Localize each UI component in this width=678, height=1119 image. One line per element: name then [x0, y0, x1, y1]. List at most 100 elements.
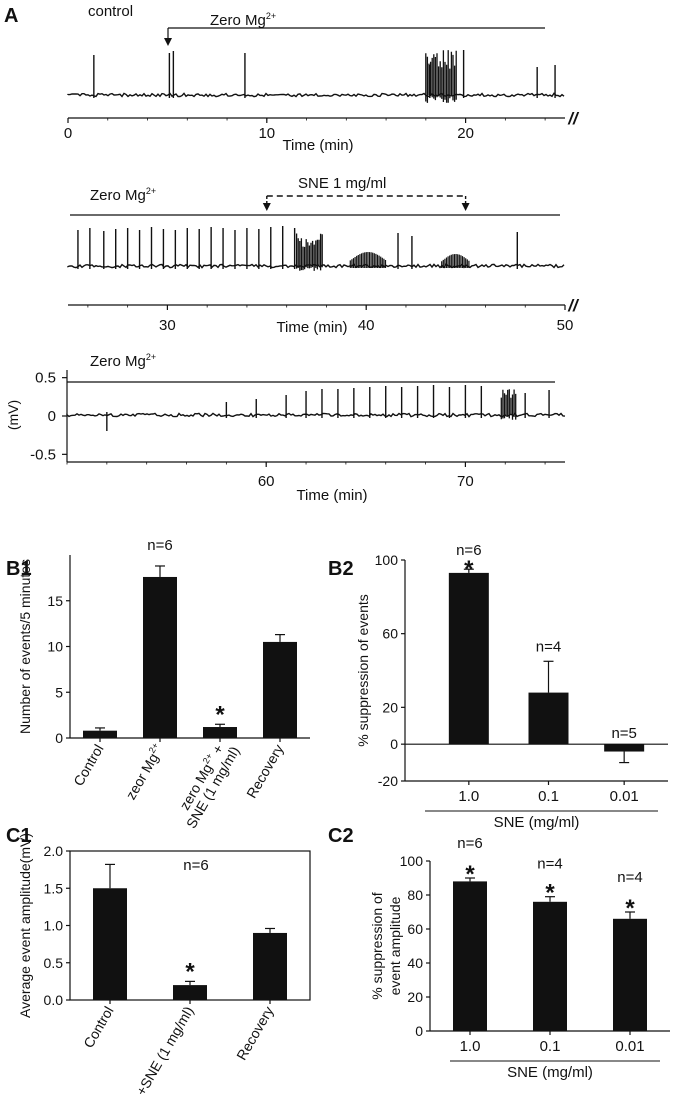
c2-significance-star: * [465, 861, 475, 888]
b1-bar [203, 727, 237, 738]
panel-label-b2: B2 [328, 558, 354, 580]
c1-y-tick-label: 0.5 [44, 955, 64, 971]
trace-2: Zero Mg2+ SNE 1 mg/ml 30 40 50 Time (min) // [67, 175, 580, 336]
b1-y-axis-label: Number of events/5 minutes [17, 559, 33, 734]
trace-3-y-tick-label: 0.5 [35, 370, 56, 387]
b1-y-tick-label: 15 [47, 593, 63, 609]
trace-1-time-axis: 0 10 20 Time (min) // [64, 109, 580, 154]
b2-y-tick-label: 60 [382, 626, 398, 642]
c2-y-tick-label: 100 [400, 853, 424, 869]
b2-category-label: 0.01 [610, 788, 639, 805]
b2-category-label: 1.0 [458, 788, 479, 805]
c2-n-label: n=4 [617, 869, 642, 886]
b1-y-tick-label: 5 [55, 684, 63, 700]
c1-y-tick-label: 2.0 [44, 843, 64, 859]
b2-bar [448, 572, 489, 745]
b1-y-tick-label: 10 [47, 639, 63, 655]
trace-3-time-axis: 60 70 Time (min) [66, 461, 565, 504]
b2-bar [604, 744, 645, 752]
trace-2-baseline [67, 263, 565, 269]
trace-1-x-tick-label: 10 [258, 125, 275, 142]
c2-y-tick-label: 40 [407, 955, 423, 971]
c2-y-axis-label: % suppression of [369, 892, 385, 1000]
trace-3-baseline [66, 412, 566, 418]
trace-2-axis-break: // [567, 296, 580, 315]
b1-category-label: zeor Mg2+ [121, 741, 166, 802]
trace-3-burst [500, 389, 517, 420]
b1-n-label: n=6 [147, 537, 172, 554]
c2-x-axis-label: SNE (mg/ml) [507, 1064, 593, 1081]
trace-3: Zero Mg2+ (mV) 0.5 0 -0.5 60 70 Time (min) [5, 352, 566, 504]
b1-significance-star: * [215, 701, 225, 728]
b1-category-label-part: 2+ [201, 751, 215, 765]
panel-label-a: A [4, 5, 18, 27]
trace-1-axis-break: // [567, 109, 580, 128]
b1-y-tick-label: 0 [55, 730, 63, 746]
drug-window-arrow-head [262, 203, 271, 211]
c2-category-label: 0.01 [615, 1038, 644, 1055]
c1-category-label: Control [80, 1004, 116, 1051]
panel-c1: C1 0.0 0.5 1.0 1.5 2.0 Average event amplitud… [6, 825, 311, 1099]
trace-3-signal [66, 385, 566, 431]
c2-category-label: 0.1 [540, 1038, 561, 1055]
trace-3-y-tick-label: -0.5 [30, 446, 56, 463]
trace-1-treatment-arrow-head [164, 38, 172, 46]
c2-bar [533, 901, 567, 1031]
panel-b2: B2 -20 0 20 60 100 % suppression of events 1.0… [328, 542, 668, 831]
c2-bar [453, 881, 487, 1031]
b2-x-axis-label: SNE (mg/ml) [494, 814, 580, 831]
c1-category-label: +SNE (1 mg/ml) [133, 1004, 197, 1099]
c1-y-axis-label: Average event amplitude(mV) [17, 833, 33, 1018]
panel-b1: B1 0 5 10 15 Number of events/5 minutes Contr… [6, 537, 310, 831]
b2-significance-star: * [464, 556, 474, 583]
trace-1-baseline [67, 92, 565, 98]
b2-bar [528, 692, 569, 745]
trace-1-x-axis-label: Time (min) [282, 137, 353, 154]
c2-y-tick-label: 80 [407, 887, 423, 903]
trace-2-drug-label: SNE 1 mg/ml [298, 175, 386, 192]
c1-y-tick-label: 0.0 [44, 992, 64, 1008]
b1-bar [83, 730, 117, 738]
trace-2-zero-mg-label: Zero Mg2+ [90, 186, 156, 204]
b1-category-label-part: 2+ [147, 741, 161, 755]
c1-y-tick-label: 1.0 [44, 918, 64, 934]
b2-y-tick-label: 20 [382, 699, 398, 715]
trace-3-y-axis: 0.5 0 -0.5 [30, 370, 68, 463]
trace-3-zero-mg-label: Zero Mg2+ [90, 352, 156, 370]
chart-b1: 0 5 10 15 Number of events/5 minutes Control z… [17, 537, 310, 831]
trace-3-x-axis-label: Time (min) [296, 487, 367, 504]
c2-significance-star: * [545, 880, 555, 907]
trace-3-y-axis-label: (mV) [5, 400, 21, 430]
c2-y-tick-label: 60 [407, 921, 423, 937]
b1-category-label: Control [70, 742, 106, 789]
b2-n-label: n=6 [456, 542, 481, 559]
trace-2-x-tick-label: 50 [557, 317, 574, 334]
panel-label-c1: C1 [6, 825, 32, 847]
b2-y-tick-label: 0 [390, 736, 398, 752]
b2-y-axis-label: % suppression of events [355, 594, 371, 747]
b1-bar [263, 641, 297, 738]
trace-1-x-tick-label: 20 [457, 125, 474, 142]
trace-2-time-axis: 30 40 50 Time (min) // [68, 296, 580, 336]
chart-b2: -20 0 20 60 100 % suppression of events 1.0 0.1… [355, 542, 668, 831]
trace-1-control-label: control [88, 3, 133, 20]
trace-2-activity [349, 252, 387, 268]
panel-a: A control Zero Mg2+ 0 10 20 Time (min) // Ze… [4, 3, 580, 504]
c1-n-label: n=6 [183, 857, 208, 874]
trace-2-drug-window [262, 195, 470, 211]
b2-n-label: n=5 [611, 725, 636, 742]
b1-category-label: Recovery [243, 742, 286, 801]
b2-category-label: 0.1 [538, 788, 559, 805]
trace-2-activity [441, 254, 470, 268]
c1-y-tick-label: 1.5 [44, 880, 64, 896]
trace-1-zero-mg-label: Zero Mg2+ [210, 11, 276, 29]
c2-bar [613, 918, 647, 1031]
b1-category-label-part: Recovery [243, 742, 286, 801]
c1-bar [93, 888, 127, 1000]
chart-c2: 0 20 40 60 80 100 % suppression of event amplit… [369, 835, 670, 1081]
trace-1-signal [67, 50, 565, 103]
b2-y-tick-label: 100 [375, 552, 399, 568]
trace-2-signal [67, 226, 565, 271]
trace-2-x-axis-label: Time (min) [276, 319, 347, 336]
